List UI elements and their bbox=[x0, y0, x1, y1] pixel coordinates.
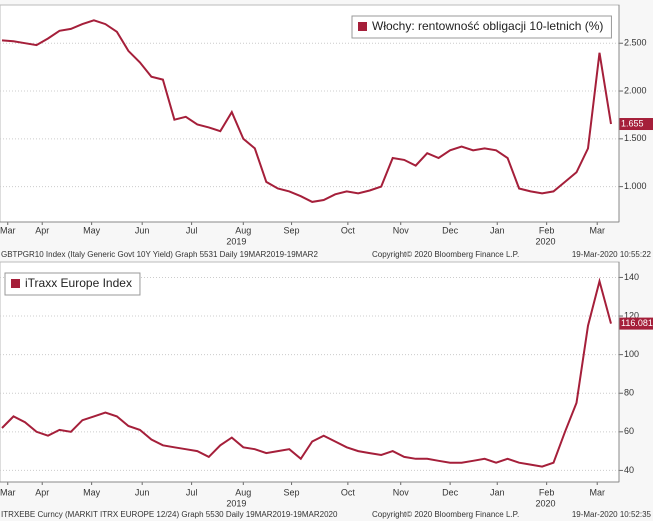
last-value-box bbox=[619, 118, 653, 131]
legend-label: iTraxx Europe Index bbox=[25, 276, 132, 290]
legend-box bbox=[351, 15, 612, 39]
last-value-label: 1.655 bbox=[621, 118, 644, 128]
last-value-label: 116.081 bbox=[621, 318, 653, 328]
x-tick-label: Oct bbox=[341, 225, 356, 235]
x-tick-label: Aug bbox=[235, 225, 251, 235]
y-tick-label: 100 bbox=[624, 349, 639, 359]
x-tick-label: Apr bbox=[35, 487, 49, 497]
x-tick-label: Aug bbox=[235, 487, 251, 497]
source-text: GBTPGR10 Index (Italy Generic Govt 10Y Y… bbox=[1, 250, 318, 259]
copyright-text: Copyright© 2020 Bloomberg Finance L.P. bbox=[372, 510, 519, 519]
x-tick-label: Oct bbox=[341, 487, 356, 497]
x-tick-label: Mar bbox=[589, 487, 605, 497]
line bbox=[1, 19, 612, 203]
y-tick-label: 140 bbox=[624, 272, 639, 282]
x-tick-label: Nov bbox=[393, 487, 410, 497]
x-tick-label: Jan bbox=[490, 487, 505, 497]
x-tick-label: Dec bbox=[442, 487, 459, 497]
y-tick-label: 1.000 bbox=[624, 181, 647, 191]
copyright-text: Copyright© 2020 Bloomberg Finance L.P. bbox=[372, 250, 519, 259]
year-label: 2019 bbox=[226, 236, 246, 246]
x-tick-label: Sep bbox=[284, 225, 300, 235]
y-tick-label: 2.500 bbox=[624, 38, 647, 48]
year-label: 2019 bbox=[226, 498, 246, 508]
timestamp-text: 19-Mar-2020 10:55:22 bbox=[572, 250, 652, 259]
x-tick-label: Apr bbox=[35, 225, 49, 235]
source-text: ITRXEBE Curncy (MARKIT ITRX EUROPE 12/24… bbox=[1, 510, 338, 519]
x-tick-label: Mar bbox=[0, 225, 15, 235]
y-tick-label: 1.500 bbox=[624, 133, 647, 143]
x-tick-label: Feb bbox=[539, 225, 555, 235]
x-tick-label: May bbox=[83, 487, 101, 497]
x-tick-label: Mar bbox=[589, 225, 605, 235]
x-tick-label: Dec bbox=[442, 225, 459, 235]
line bbox=[1, 277, 612, 468]
x-tick-label: Mar bbox=[0, 487, 15, 497]
y-tick-label: 80 bbox=[624, 388, 634, 398]
legend-swatch bbox=[358, 22, 367, 31]
x-tick-label: Jun bbox=[135, 487, 150, 497]
year-label: 2020 bbox=[535, 236, 555, 246]
legend-label: Włochy: rentowność obligacji 10-letnich … bbox=[372, 19, 603, 33]
x-tick-label: Nov bbox=[393, 225, 410, 235]
last-value-box bbox=[619, 317, 653, 330]
x-tick-label: Jan bbox=[490, 225, 505, 235]
legend-swatch bbox=[11, 279, 20, 288]
year-label: 2020 bbox=[535, 498, 555, 508]
x-tick-label: Jul bbox=[186, 225, 198, 235]
legend-box bbox=[4, 272, 141, 296]
x-tick-label: Jun bbox=[135, 225, 150, 235]
timestamp-text: 19-Mar-2020 10:52:35 bbox=[572, 510, 652, 519]
plot-area bbox=[0, 4, 620, 223]
y-tick-label: 2.000 bbox=[624, 85, 647, 95]
y-tick-label: 120 bbox=[624, 310, 639, 320]
y-tick-label: 60 bbox=[624, 426, 634, 436]
x-tick-label: Feb bbox=[539, 487, 555, 497]
x-tick-label: May bbox=[83, 225, 101, 235]
x-tick-label: Sep bbox=[284, 487, 300, 497]
y-tick-label: 40 bbox=[624, 465, 634, 475]
x-tick-label: Jul bbox=[186, 487, 198, 497]
